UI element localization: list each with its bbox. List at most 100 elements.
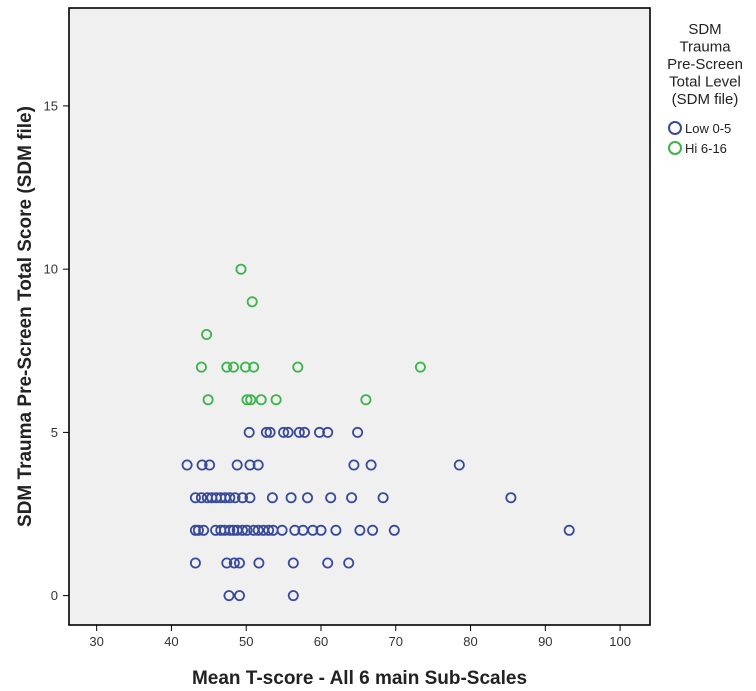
- data-point-series-1: [505, 492, 517, 504]
- data-point-series-2: [195, 361, 207, 373]
- data-point-series-1: [233, 590, 245, 602]
- data-point-series-1: [285, 492, 297, 504]
- data-point-series-1: [307, 524, 319, 536]
- axis-ticks: 30 40 50 60 70 80 90 100 0 5 10 15: [44, 98, 631, 649]
- data-point-series-1: [289, 524, 301, 536]
- data-point-series-1: [346, 492, 358, 504]
- legend-title-line: Trauma: [679, 39, 731, 56]
- data-point-series-2: [227, 361, 239, 373]
- data-point-series-1: [189, 492, 201, 504]
- data-point-series-1: [388, 524, 400, 536]
- data-point-series-1: [287, 590, 299, 602]
- plot-background: [68, 7, 651, 626]
- data-point-series-1: [228, 557, 240, 569]
- data-point-series-1: [252, 459, 264, 471]
- data-point-series-1: [223, 590, 235, 602]
- data-point-series-1: [236, 524, 248, 536]
- data-point-series-1: [293, 426, 305, 438]
- data-point-series-1: [322, 426, 334, 438]
- data-point-series-2: [235, 263, 247, 275]
- data-point-series-1: [330, 524, 342, 536]
- data-point-series-1: [236, 492, 248, 504]
- x-tick-label: 80: [463, 634, 477, 649]
- data-point-series-2: [270, 394, 282, 406]
- data-point-series-1: [563, 524, 575, 536]
- data-point-series-1: [325, 492, 337, 504]
- data-point-series-1: [282, 426, 294, 438]
- data-point-series-2: [246, 296, 258, 308]
- data-point-series-1: [278, 426, 290, 438]
- data-point-series-2: [202, 394, 214, 406]
- data-point-series-2: [360, 394, 372, 406]
- data-point-series-1: [322, 557, 334, 569]
- data-point-series-1: [224, 524, 236, 536]
- legend-title-line: SDM: [688, 21, 721, 38]
- data-point-series-1: [244, 492, 256, 504]
- data-point-series-1: [352, 426, 364, 438]
- data-point-series-2: [241, 394, 253, 406]
- data-point-series-1: [192, 524, 204, 536]
- legend-title-line: (SDM file): [672, 91, 739, 108]
- data-point-series-1: [252, 524, 264, 536]
- data-point-series-1: [276, 524, 288, 536]
- data-point-series-1: [343, 557, 355, 569]
- legend-label: Low 0-5: [685, 121, 731, 136]
- data-point-series-1: [298, 426, 310, 438]
- data-point-series-1: [367, 524, 379, 536]
- y-tick-label: 0: [51, 588, 58, 603]
- legend-marker: [668, 141, 682, 155]
- y-tick-label: 15: [44, 98, 58, 113]
- data-point-series-1: [189, 557, 201, 569]
- data-point-series-2: [239, 361, 251, 373]
- x-tick-label: 50: [239, 634, 253, 649]
- data-point-series-1: [348, 459, 360, 471]
- data-point-series-1: [287, 557, 299, 569]
- data-point-series-1: [204, 459, 216, 471]
- data-point-series-1: [253, 557, 265, 569]
- data-point-series-2: [221, 361, 233, 373]
- data-point-series-1: [263, 524, 275, 536]
- data-point-series-2: [292, 361, 304, 373]
- legend-marker: [668, 121, 682, 135]
- data-point-series-1: [229, 492, 241, 504]
- y-tick-label: 5: [51, 425, 58, 440]
- data-point-series-1: [301, 492, 313, 504]
- data-point-series-1: [244, 459, 256, 471]
- data-point-series-2: [255, 394, 267, 406]
- data-point-series-1: [315, 524, 327, 536]
- legend-title-line: Total Level: [669, 74, 741, 91]
- data-point-series-1: [264, 426, 276, 438]
- data-point-series-1: [233, 557, 245, 569]
- data-point-series-2: [414, 361, 426, 373]
- data-point-series-1: [243, 426, 255, 438]
- data-point-series-1: [224, 492, 236, 504]
- x-tick-label: 30: [89, 634, 103, 649]
- data-point-series-1: [195, 492, 207, 504]
- data-point-series-1: [354, 524, 366, 536]
- data-point-series-1: [196, 459, 208, 471]
- data-point-series-1: [198, 524, 210, 536]
- data-point-series-1: [231, 459, 243, 471]
- data-point-series-1: [221, 557, 233, 569]
- x-tick-label: 60: [314, 634, 328, 649]
- x-axis-title: Mean T-score - All 6 main Sub-Scales: [192, 668, 527, 689]
- data-point-series-1: [266, 492, 278, 504]
- plot-area: [68, 7, 651, 626]
- x-tick-label: 70: [389, 634, 403, 649]
- x-tick-label: 100: [609, 634, 631, 649]
- x-tick-label: 90: [538, 634, 552, 649]
- x-tick-label: 40: [164, 634, 178, 649]
- data-point-series-1: [377, 492, 389, 504]
- data-point-series-1: [241, 524, 253, 536]
- data-point-series-1: [181, 459, 193, 471]
- data-points: [181, 263, 575, 602]
- data-point-series-1: [365, 459, 377, 471]
- data-point-series-1: [260, 426, 272, 438]
- y-axis-title: SDM Trauma Pre-Screen Total Score (SDM f…: [15, 106, 36, 527]
- data-point-series-1: [453, 459, 465, 471]
- data-point-series-1: [313, 426, 325, 438]
- legend-label: Hi 6-16: [685, 141, 727, 156]
- data-point-series-2: [248, 361, 260, 373]
